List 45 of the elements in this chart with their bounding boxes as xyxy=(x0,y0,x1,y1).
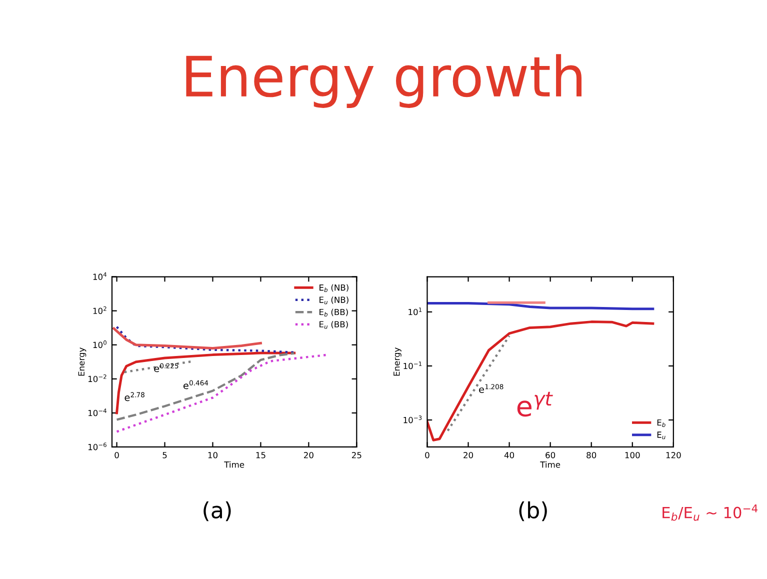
chart-title: Energy growth xyxy=(186,54,582,108)
x-tick-label: 5 xyxy=(162,452,167,458)
x-tick-label: 0 xyxy=(114,452,119,458)
text: (a) xyxy=(204,501,231,522)
y-tick-label: 10$^{−1}$ xyxy=(404,362,422,370)
annotation: e$^{1.208}$ xyxy=(479,384,504,394)
x-tick-label: 100 xyxy=(625,452,640,458)
line-series xyxy=(112,327,262,350)
legend-label: E$_{u}$ xyxy=(657,432,666,440)
x-tick-label: 120 xyxy=(666,452,681,458)
legend-label: E$_{b}$ (BB) xyxy=(320,308,348,316)
x-tick-label: 20 xyxy=(304,452,314,458)
annotation: e$^{2.78}$ xyxy=(124,392,144,402)
x-tick-label: 15 xyxy=(256,452,266,458)
x-tick-label: 0 xyxy=(425,452,430,458)
y-tick-label: 10$^{1}$ xyxy=(408,308,422,316)
line-series xyxy=(427,320,654,442)
x-tick-label: 80 xyxy=(586,452,596,458)
text: (b) xyxy=(519,501,547,522)
y-axis-title: Energy xyxy=(394,348,402,376)
y-tick-label: 10$^{0}$ xyxy=(93,340,106,348)
annotation: e$^{0.464}$ xyxy=(183,380,208,390)
text: E$_{b}$/E$_{u}$ ~ 10$^{−4}$ xyxy=(662,504,758,521)
legend-label: E$_{b}$ xyxy=(657,419,666,427)
line-series xyxy=(116,326,296,354)
legend-label: E$_{u}$ (NB) xyxy=(320,296,348,304)
x-tick-label: 25 xyxy=(352,452,362,458)
y-tick-label: 10$^{4}$ xyxy=(93,272,107,280)
x-tick-label: 10 xyxy=(208,452,218,458)
annotation: e$^{γt}$ xyxy=(517,392,553,417)
x-axis-title: Time xyxy=(224,461,244,468)
legend-label: E$_{u}$ (BB) xyxy=(320,320,348,329)
y-tick-label: 10$^{−3}$ xyxy=(404,416,422,424)
y-tick-label: 10$^{−2}$ xyxy=(88,374,106,382)
y-tick-label: 10$^{−4}$ xyxy=(88,408,106,416)
x-tick-label: 60 xyxy=(546,452,556,458)
x-axis-title: Time xyxy=(540,461,560,468)
x-tick-label: 20 xyxy=(464,452,473,458)
legend-label: E$_{b}$ (NB) xyxy=(320,284,348,292)
annotation: e$^{0.225}$ xyxy=(154,363,178,372)
x-tick-label: 40 xyxy=(504,452,514,458)
y-tick-label: 10$^{2}$ xyxy=(93,306,106,314)
y-tick-label: 10$^{−6}$ xyxy=(88,442,106,450)
y-axis-title: Energy xyxy=(78,348,86,376)
line-series xyxy=(116,354,329,433)
